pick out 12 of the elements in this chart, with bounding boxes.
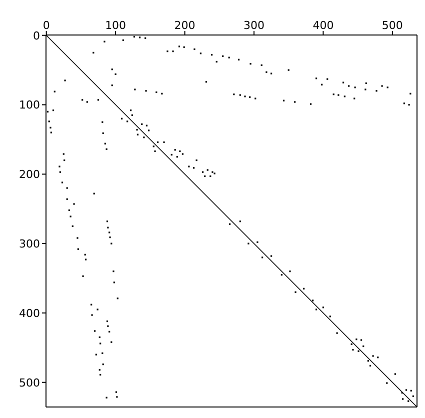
x-tick-label: 200 — [174, 19, 196, 32]
x-tick-label: 500 — [382, 19, 403, 32]
y-tick-label: 300 — [19, 237, 40, 250]
x-tick-label: 400 — [312, 19, 334, 32]
x-tick-label: 0 — [42, 19, 50, 32]
x-tick-label: 300 — [243, 19, 264, 32]
x-tick-label: 100 — [105, 19, 126, 32]
y-tick-label: 500 — [19, 376, 40, 390]
y-tick-label: 100 — [19, 98, 40, 112]
y-tick-label: 200 — [19, 168, 40, 182]
y-tick-label: 0 — [33, 29, 40, 42]
y-tick-label: 400 — [19, 306, 40, 320]
